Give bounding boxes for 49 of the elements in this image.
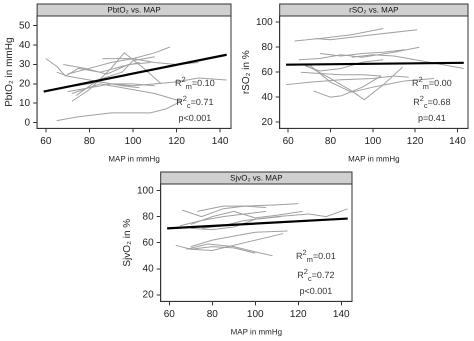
- y-axis-title: PbtO₂ in mmHg: [4, 37, 15, 107]
- x-tick-label: 100: [246, 309, 264, 320]
- y-tick-label: 80: [262, 42, 274, 53]
- y-tick-label: 60: [262, 66, 274, 78]
- chart-title: SjvO₂ vs. MAP: [230, 174, 283, 183]
- y-tick-label: 80: [142, 211, 154, 222]
- x-axis-title: MAP in mmHg: [108, 154, 160, 164]
- y-tick-label: 30: [19, 59, 31, 70]
- x-tick-label: 100: [364, 136, 382, 148]
- y-tick-label: 50: [19, 20, 31, 32]
- x-tick-label: 140: [449, 136, 466, 148]
- annotation: R$^{2}$$_{c}$=0.68: [412, 93, 452, 112]
- annotation: R$^{2}$$_{m}$=0.01: [296, 247, 336, 266]
- x-tick-label: 140: [332, 309, 350, 320]
- annotation: p<0.001: [177, 112, 212, 124]
- x-tick-label: 120: [406, 136, 424, 148]
- y-tick-label: 20: [19, 78, 31, 90]
- x-tick-label: 140: [212, 136, 229, 148]
- y-tick-label: 0: [24, 117, 31, 128]
- x-tick-label: 120: [290, 309, 308, 320]
- x-tick-label: 120: [168, 136, 186, 148]
- y-axis-title: rSO₂ in %: [240, 50, 252, 94]
- chart-title: rSO₂ vs. MAP: [349, 6, 399, 15]
- y-tick-label: 100: [136, 185, 154, 196]
- y-tick-label: 60: [142, 237, 154, 248]
- annotation: p=0.41: [416, 112, 447, 124]
- x-tick-label: 80: [84, 136, 96, 148]
- annotation: p<0.001: [298, 284, 334, 297]
- x-tick-label: 60: [40, 136, 52, 148]
- y-tick-label: 40: [142, 264, 154, 275]
- y-tick-label: 40: [19, 40, 31, 51]
- annotation: R$^{2}$$_{c}$=0.72: [296, 266, 336, 285]
- y-tick-label: 20: [142, 290, 154, 301]
- chart-title: PbtO₂ vs. MAP: [107, 6, 161, 15]
- y-tick-label: 100: [256, 16, 274, 28]
- x-tick-label: 80: [324, 136, 336, 148]
- annotation: R$^{2}$$_{m}$=0.00: [412, 74, 452, 94]
- annotation: R$^{2}$$_{m}$=0.10: [175, 74, 215, 94]
- x-tick-label: 80: [206, 309, 218, 320]
- y-axis-title: SjvO₂ in %: [122, 218, 133, 267]
- x-tick-label: 60: [282, 136, 294, 148]
- y-tick-label: 10: [19, 98, 31, 109]
- x-tick-label: 60: [164, 309, 176, 320]
- x-axis-title: MAP in mmHg: [230, 327, 282, 336]
- y-tick-label: 40: [262, 92, 274, 103]
- annotation: R$^{2}$$_{c}$=0.71: [175, 93, 214, 112]
- x-axis-title: MAP in mmHg: [348, 154, 400, 164]
- y-tick-label: 20: [262, 116, 274, 128]
- x-tick-label: 100: [124, 136, 142, 148]
